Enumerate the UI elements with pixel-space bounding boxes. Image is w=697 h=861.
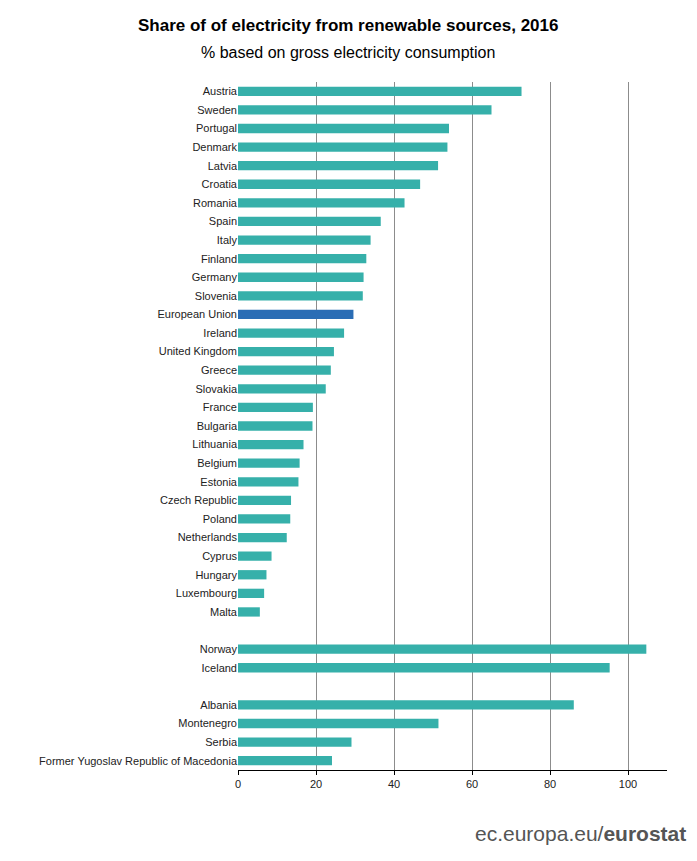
svg-text:Bulgaria: Bulgaria — [197, 420, 238, 432]
svg-text:Albania: Albania — [200, 699, 238, 711]
svg-text:100: 100 — [619, 778, 637, 790]
svg-text:Croatia: Croatia — [202, 178, 238, 190]
svg-text:60: 60 — [466, 778, 478, 790]
svg-text:0: 0 — [235, 778, 241, 790]
svg-text:Norway: Norway — [200, 643, 238, 655]
svg-text:Finland: Finland — [201, 253, 237, 265]
svg-text:80: 80 — [544, 778, 556, 790]
svg-text:20: 20 — [310, 778, 322, 790]
svg-text:Former Yugoslav Republic of Ma: Former Yugoslav Republic of Macedonia — [39, 755, 238, 767]
svg-text:Montenegro: Montenegro — [178, 717, 237, 729]
svg-text:Slovenia: Slovenia — [195, 290, 238, 302]
svg-text:Luxembourg: Luxembourg — [176, 587, 237, 599]
svg-text:Portugal: Portugal — [196, 122, 237, 134]
svg-text:Poland: Poland — [203, 513, 237, 525]
svg-text:United Kingdom: United Kingdom — [159, 345, 237, 357]
svg-text:Austria: Austria — [203, 85, 238, 97]
svg-text:Serbia: Serbia — [205, 736, 238, 748]
svg-text:Sweden: Sweden — [197, 104, 237, 116]
svg-text:Czech Republic: Czech Republic — [160, 494, 238, 506]
svg-text:Latvia: Latvia — [208, 160, 238, 172]
svg-text:40: 40 — [388, 778, 400, 790]
svg-text:Malta: Malta — [210, 606, 238, 618]
svg-text:Ireland: Ireland — [203, 327, 237, 339]
svg-text:France: France — [203, 401, 237, 413]
svg-text:Greece: Greece — [201, 364, 237, 376]
svg-text:Cyprus: Cyprus — [202, 550, 237, 562]
svg-text:Slovakia: Slovakia — [195, 383, 237, 395]
svg-text:Estonia: Estonia — [200, 476, 238, 488]
svg-text:Spain: Spain — [209, 215, 237, 227]
svg-text:Lithuania: Lithuania — [192, 438, 238, 450]
svg-text:Share of of electricity from r: Share of of electricity from renewable s… — [138, 16, 558, 35]
svg-text:Belgium: Belgium — [197, 457, 237, 469]
svg-text:Germany: Germany — [192, 271, 238, 283]
svg-text:Hungary: Hungary — [195, 569, 237, 581]
svg-text:Denmark: Denmark — [192, 141, 237, 153]
svg-text:Netherlands: Netherlands — [178, 531, 238, 543]
svg-text:ec.europa.eu/eurostat: ec.europa.eu/eurostat — [475, 822, 686, 845]
svg-text:Iceland: Iceland — [202, 662, 237, 674]
svg-text:European Union: European Union — [157, 308, 237, 320]
svg-text:% based on gross electricity c: % based on gross electricity consumption — [201, 44, 495, 61]
svg-text:Italy: Italy — [217, 234, 238, 246]
svg-text:Romania: Romania — [193, 197, 238, 209]
